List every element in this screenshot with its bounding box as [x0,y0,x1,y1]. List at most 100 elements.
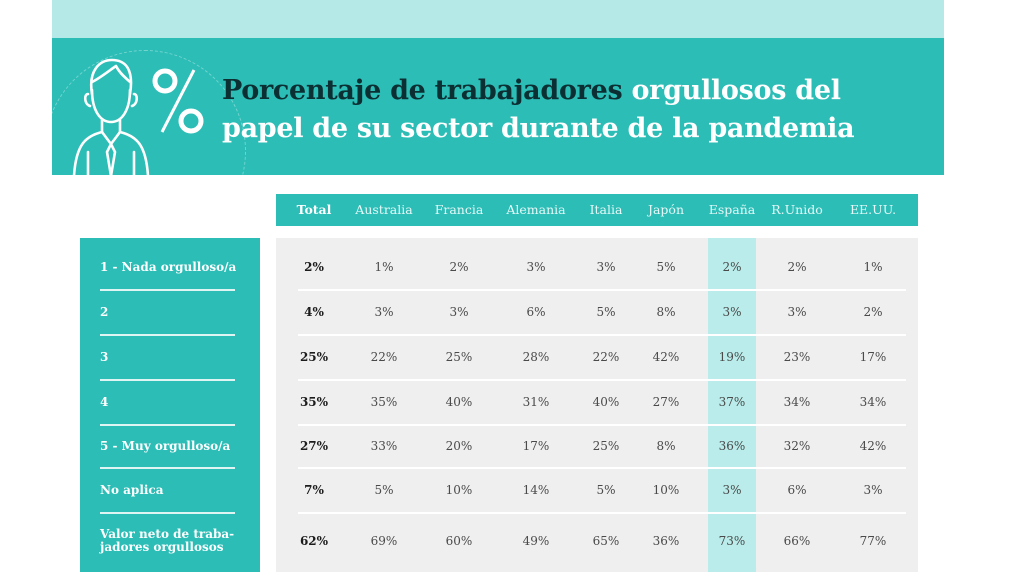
table-cell: 42% [652,350,680,364]
table-cell: 3% [374,305,394,319]
row-label: 3 [100,349,109,364]
column-header-4: Italia [589,202,623,217]
label-divider [100,467,235,469]
table-cell: 32% [783,439,811,453]
table-cell: 40% [445,395,473,409]
table-cell: 22% [370,350,398,364]
table-cell: 65% [592,534,620,548]
table-cell: 69% [370,534,398,548]
table-cell: 25% [592,439,620,453]
table-cell: 3% [787,305,807,319]
table-cell: 34% [859,395,887,409]
table-cell: 3% [596,260,616,274]
title-rest-line1: orgullosos del [631,75,841,106]
table-cell: 25% [445,350,473,364]
table-cell: 4% [304,305,324,319]
table-cell: 2% [787,260,807,274]
percent-icon [152,68,204,134]
column-header-6: España [708,202,756,217]
row-divider [298,424,906,426]
table-cell: 60% [445,534,473,548]
table-cell: 49% [522,534,550,548]
title-line2: papel de su sector durante de la pandemi… [222,113,855,144]
row-label: 2 [100,304,109,319]
table-cell: 10% [652,483,680,497]
table-cell: 17% [522,439,550,453]
table-cell: 17% [859,350,887,364]
table-cell: 5% [596,483,616,497]
person-icon [72,58,150,175]
table-cell: 6% [526,305,546,319]
column-header-2: Francia [434,202,484,217]
table-cell: 5% [596,305,616,319]
table-cell: 1% [863,260,883,274]
table-cell: 36% [718,439,746,453]
row-label-panel [80,238,260,572]
table-cell: 19% [718,350,746,364]
column-header-1: Australia [355,202,413,217]
table-cell: 8% [656,439,676,453]
table-cell: 20% [445,439,473,453]
table-cell: 28% [522,350,550,364]
table-cell: 36% [652,534,680,548]
table-cell: 66% [783,534,811,548]
page-title: Porcentaje de trabajadores orgullosos de… [222,72,855,148]
table-cell: 3% [449,305,469,319]
row-divider [298,379,906,381]
table-cell: 14% [522,483,550,497]
table-cell: 6% [787,483,807,497]
table-cell: 1% [374,260,394,274]
row-label: 5 - Muy orgulloso/a [100,438,231,453]
table-cell: 27% [652,395,680,409]
label-divider [100,334,235,336]
row-divider [298,512,906,514]
table-cell: 10% [445,483,473,497]
table-cell: 3% [863,483,883,497]
top-band [52,0,944,38]
table-cell: 2% [863,305,883,319]
table-cell: 23% [783,350,811,364]
label-divider [100,424,235,426]
table-cell: 77% [859,534,887,548]
table-cell: 7% [304,483,324,497]
table-cell: 40% [592,395,620,409]
table-cell: 31% [522,395,550,409]
spain-column-highlight [708,238,756,572]
column-header-8: EE.UU. [849,202,897,217]
column-header-3: Alemania [506,202,566,217]
column-header-bar [276,194,918,226]
row-divider [298,289,906,291]
header-banner: Porcentaje de trabajadores orgullosos de… [52,38,944,175]
row-divider [298,467,906,469]
row-label: 1 - Nada orgulloso/a [100,259,237,274]
table-cell: 73% [718,534,746,548]
row-divider [298,334,906,336]
label-divider [100,379,235,381]
table-cell: 33% [370,439,398,453]
table-cell: 25% [299,350,329,364]
row-label: Valor neto de traba-jadores orgullosos [100,527,235,554]
table-cell: 27% [299,439,329,453]
table-cell: 3% [722,483,742,497]
title-highlight: Porcentaje de trabajadores [222,75,623,106]
table-cell: 34% [783,395,811,409]
table-cell: 2% [304,260,324,274]
column-header-5: Japón [647,202,685,217]
table-cell: 5% [374,483,394,497]
label-divider [100,289,235,291]
row-label: 4 [100,394,109,409]
column-header-7: R.Unido [771,202,823,217]
table-body [276,238,918,572]
table-cell: 8% [656,305,676,319]
table-cell: 22% [592,350,620,364]
table-cell: 42% [859,439,887,453]
table-cell: 3% [722,305,742,319]
table-cell: 5% [656,260,676,274]
table-cell: 62% [299,534,329,548]
table-cell: 2% [722,260,742,274]
table-cell: 2% [449,260,469,274]
table-cell: 35% [299,395,329,409]
table-cell: 35% [370,395,398,409]
column-header-0: Total [296,202,332,217]
row-label: No aplica [100,482,164,497]
